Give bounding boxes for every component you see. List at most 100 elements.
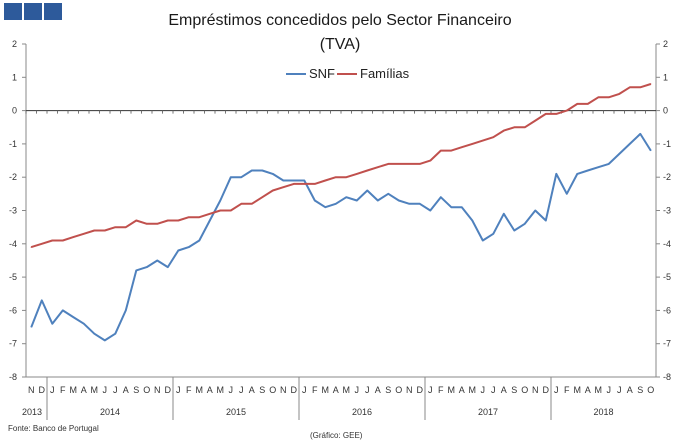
data-point	[356, 199, 358, 202]
y-tick-label-right: 0	[663, 106, 668, 116]
data-point	[51, 239, 53, 242]
x-month-label: F	[312, 385, 318, 395]
x-month-label: M	[70, 385, 78, 395]
x-month-label: M	[469, 385, 477, 395]
x-month-label: O	[521, 385, 528, 395]
data-point	[282, 179, 284, 182]
x-month-label: N	[532, 385, 539, 395]
logo-block-1-icon	[4, 3, 22, 20]
data-point	[429, 209, 431, 212]
y-tick-label-right: 1	[663, 72, 668, 82]
data-point	[471, 219, 473, 222]
y-tick-label-left: -7	[9, 339, 17, 349]
x-month-label: A	[333, 385, 339, 395]
data-point	[639, 86, 641, 88]
x-month-label: F	[60, 385, 66, 395]
x-month-label: M	[217, 385, 225, 395]
x-month-label: N	[406, 385, 413, 395]
logo-block-2-icon	[24, 3, 42, 20]
data-point	[408, 163, 410, 165]
data-point	[650, 149, 652, 152]
data-point	[219, 199, 221, 202]
data-point	[387, 163, 389, 165]
data-point	[114, 226, 116, 228]
x-month-label: D	[291, 385, 298, 395]
data-point	[83, 233, 85, 235]
data-point	[377, 199, 379, 202]
data-point	[597, 166, 599, 168]
data-point	[104, 339, 106, 341]
data-point	[41, 243, 43, 245]
data-point	[230, 176, 232, 178]
data-point	[93, 333, 95, 335]
x-month-label: S	[259, 385, 265, 395]
data-point	[608, 163, 610, 165]
x-month-label: J	[176, 385, 181, 395]
y-tick-label-right: -7	[663, 339, 671, 349]
data-point	[167, 266, 169, 268]
data-point	[240, 176, 242, 178]
data-point	[51, 323, 53, 325]
data-point	[492, 136, 494, 138]
x-month-label: N	[28, 385, 35, 395]
data-point	[293, 183, 295, 185]
data-point	[398, 199, 400, 202]
data-point	[146, 266, 148, 268]
data-point	[303, 179, 305, 182]
source-note: Fonte: Banco de Portugal	[8, 424, 99, 433]
x-month-label: A	[249, 385, 255, 395]
x-month-label: N	[280, 385, 287, 395]
data-point	[534, 209, 536, 212]
data-point	[566, 110, 568, 112]
y-tick-label-left: -1	[9, 139, 17, 149]
data-point	[125, 309, 127, 311]
data-point	[534, 119, 536, 122]
x-month-label: D	[39, 385, 46, 395]
data-point	[72, 236, 74, 238]
x-year-label: 2017	[478, 407, 498, 417]
x-month-label: J	[428, 385, 433, 395]
data-point	[461, 206, 463, 208]
logo-block-3-icon	[44, 3, 62, 20]
data-point	[41, 299, 43, 302]
data-point	[293, 179, 295, 182]
data-point	[135, 219, 137, 222]
data-point	[513, 229, 515, 232]
data-point	[177, 219, 179, 222]
data-point	[251, 169, 253, 172]
data-point	[135, 269, 137, 272]
data-point	[482, 239, 484, 242]
data-point	[440, 149, 442, 152]
data-point	[345, 196, 347, 198]
x-month-label: J	[355, 385, 360, 395]
x-month-label: S	[637, 385, 643, 395]
data-point	[513, 126, 515, 128]
data-point	[408, 203, 410, 205]
x-month-label: F	[564, 385, 570, 395]
data-point	[639, 133, 641, 135]
data-point	[177, 249, 179, 252]
data-point	[587, 169, 589, 172]
x-month-label: O	[647, 385, 654, 395]
data-point	[251, 203, 253, 205]
data-point	[366, 189, 368, 192]
data-point	[618, 93, 620, 95]
x-month-label: F	[438, 385, 444, 395]
x-month-label: N	[154, 385, 161, 395]
x-month-label: A	[123, 385, 129, 395]
data-point	[471, 143, 473, 145]
series-line-familias	[31, 83, 652, 249]
x-month-label: A	[375, 385, 381, 395]
data-point	[156, 259, 158, 262]
data-point	[72, 316, 74, 318]
x-month-label: J	[50, 385, 55, 395]
data-point	[492, 233, 494, 235]
data-point	[167, 219, 169, 222]
data-point	[345, 176, 347, 178]
legend-label-snf: SNF	[309, 66, 335, 81]
y-tick-label-right: -4	[663, 239, 671, 249]
data-point	[555, 113, 557, 115]
y-tick-label-right: -2	[663, 172, 671, 182]
data-point	[545, 219, 547, 222]
